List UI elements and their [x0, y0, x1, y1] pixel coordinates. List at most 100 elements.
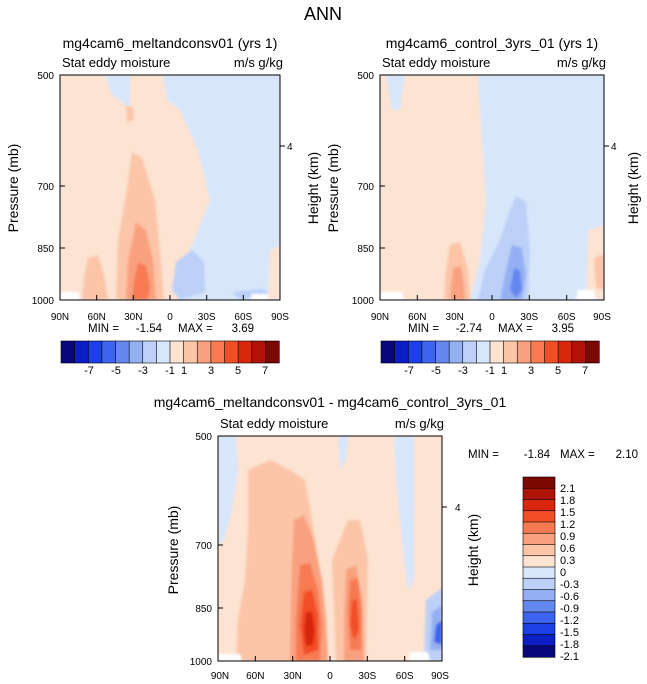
panel-2-xtick-1: 60N	[408, 312, 426, 323]
colorbar-1-cell-6	[142, 340, 157, 364]
panel-3-xtick-0: 90N	[211, 671, 229, 682]
colorbar-2	[380, 340, 600, 364]
panel-2-ytick-0: 500	[357, 71, 374, 82]
colorbar-1-label-1: -5	[111, 365, 121, 377]
panel-3-ytick-0: 500	[195, 432, 212, 443]
colorbar-2-cell-8	[489, 340, 505, 364]
panel-3-region-pos-5	[304, 612, 315, 646]
panel-1-min-value: -1.54	[136, 323, 163, 335]
panel-1-region-pos-4	[132, 262, 150, 300]
colorbar-2-cell-15	[585, 340, 600, 364]
colorbar-3-label-4: 0.9	[560, 531, 575, 543]
panel-2-ytick-1: 700	[357, 182, 374, 193]
panel-3-x-tickmarks	[254, 656, 406, 661]
panel-2-subtitle-right: m/s g/kg	[557, 55, 606, 70]
panel-1-ytick-2: 850	[37, 244, 54, 255]
panel-3-region-neg-2	[338, 436, 348, 470]
panel-3-ytick-3: 1000	[190, 657, 213, 668]
panel-1-y-right-ticks: 4	[280, 142, 293, 153]
panel-3-field	[218, 436, 442, 661]
colorbar-3-label-7: 0	[560, 567, 566, 579]
colorbar-2-cell-14	[571, 340, 586, 364]
colorbar-3-label-6: 0.3	[560, 555, 575, 567]
colorbar-3-label-14: -2.1	[560, 651, 579, 663]
colorbar-1-cell-5	[128, 340, 144, 364]
colorbar-3-label-2: 1.5	[560, 507, 575, 519]
colorbar-1-cell-11	[210, 340, 226, 364]
panel-1-region-neg	[172, 250, 205, 300]
panel-2-xtick-0: 90N	[371, 312, 389, 323]
panel-2-x-tickmarks	[416, 295, 568, 300]
panel-1-subtitle-left: Stat eddy moisture	[62, 55, 170, 70]
colorbar-3-cell-2	[522, 499, 556, 512]
colorbar-2-labels: -7 -5 -3 -1 1 3 5 7	[404, 365, 588, 377]
panel-3-y-ticks: 500 700 850 1000	[190, 432, 223, 668]
colorbar-2-label-7: 7	[582, 365, 588, 377]
panel-3-xtick-3: 0	[327, 671, 333, 682]
panel-3-min-label: MIN =	[468, 449, 499, 461]
panel-1-y-right-tick: 4	[287, 142, 293, 153]
colorbar-1-labels: -7 -5 -3 -1 1 3 5 7	[84, 365, 268, 377]
colorbar-2-cell-5	[448, 340, 464, 364]
panel-1-region-pos-7	[268, 245, 280, 300]
panel-2-xtick-6: 90S	[593, 312, 611, 323]
panel-3-ylabel-right: Height (km)	[465, 514, 481, 586]
colorbar-2-cell-0	[380, 340, 396, 364]
panel-2-region-pos-5	[594, 254, 604, 290]
panel-3-subtitle-left: Stat eddy moisture	[220, 416, 328, 431]
colorbar-1-cell-7	[156, 340, 171, 364]
panel-1-max-label: MAX =	[178, 323, 213, 335]
colorbar-3-cell-12	[522, 611, 556, 624]
colorbar-2-cell-6	[462, 340, 477, 364]
panel-1-xtick-5: 60S	[234, 312, 252, 323]
panel-2-xtick-4: 30S	[520, 312, 538, 323]
panel-2-x-ticks: 90N 60N 30N 0 30S 60S 90S	[371, 312, 611, 323]
panel-2-xtick-2: 30N	[446, 312, 464, 323]
colorbar-3-label-8: -0.3	[560, 579, 579, 591]
panel-2-field	[380, 75, 604, 300]
panel-3-xtick-6: 90S	[431, 671, 449, 682]
colorbar-3-cell-8	[522, 566, 556, 579]
colorbar-3-cell-14	[522, 634, 556, 647]
colorbar-1-cell-0	[60, 340, 76, 364]
colorbar-3-cell-11	[522, 600, 556, 613]
colorbar-1-label-4: 1	[181, 365, 187, 377]
colorbar-2-cell-12	[544, 340, 559, 364]
panel-3: mg4cam6_meltandconsv01 - mg4cam6_control…	[154, 394, 638, 682]
panel-2-xtick-5: 60S	[558, 312, 576, 323]
colorbar-2-label-2: -3	[458, 365, 468, 377]
panel-1-subtitle-right: m/s g/kg	[234, 55, 283, 70]
colorbar-3-label-9: -0.6	[560, 591, 579, 603]
panel-2-ytick-2: 850	[357, 244, 374, 255]
panel-2-region-white	[380, 292, 404, 300]
colorbar-3-cell-4	[522, 521, 556, 534]
panel-3-region-white	[218, 654, 242, 661]
panel-2-title: mg4cam6_control_3yrs_01 (yrs 1)	[386, 35, 598, 51]
panel-2-region-neg-3	[510, 268, 522, 298]
colorbar-1-cell-12	[224, 340, 239, 364]
colorbar-1-label-5: 3	[208, 365, 214, 377]
panel-2-region-pos-3	[450, 266, 465, 300]
colorbar-1-cell-1	[74, 340, 89, 364]
panel-1-title: mg4cam6_meltandconsv01 (yrs 1)	[63, 35, 278, 51]
colorbar-3-cell-1	[522, 487, 556, 501]
colorbar-2-cell-13	[557, 340, 573, 364]
panel-1-field	[60, 75, 280, 300]
panel-1-xtick-4: 30S	[198, 312, 216, 323]
panel-2-min-value: -2.74	[456, 323, 483, 335]
colorbar-1-cell-14	[251, 340, 266, 364]
panel-2: mg4cam6_control_3yrs_01 (yrs 1) Stat edd…	[325, 35, 641, 335]
colorbar-2-label-4: 1	[501, 365, 507, 377]
colorbar-3-cell-3	[522, 510, 556, 523]
panel-3-max-label: MAX =	[560, 449, 595, 461]
colorbar-3-label-13: -1.8	[560, 639, 579, 651]
colorbar-1-label-6: 5	[235, 365, 241, 377]
panel-2-y-ticks: 500 700 850 1000	[352, 71, 385, 307]
panel-1-xtick-3: 0	[167, 312, 173, 323]
colorbar-2-label-3: -1	[485, 365, 495, 377]
colorbar-2-cell-10	[516, 340, 532, 364]
panel-3-subtitle-right: m/s g/kg	[395, 416, 444, 431]
panel-3-xtick-1: 60N	[246, 671, 264, 682]
colorbar-2-label-6: 5	[555, 365, 561, 377]
colorbar-3-cell-7	[522, 555, 556, 568]
